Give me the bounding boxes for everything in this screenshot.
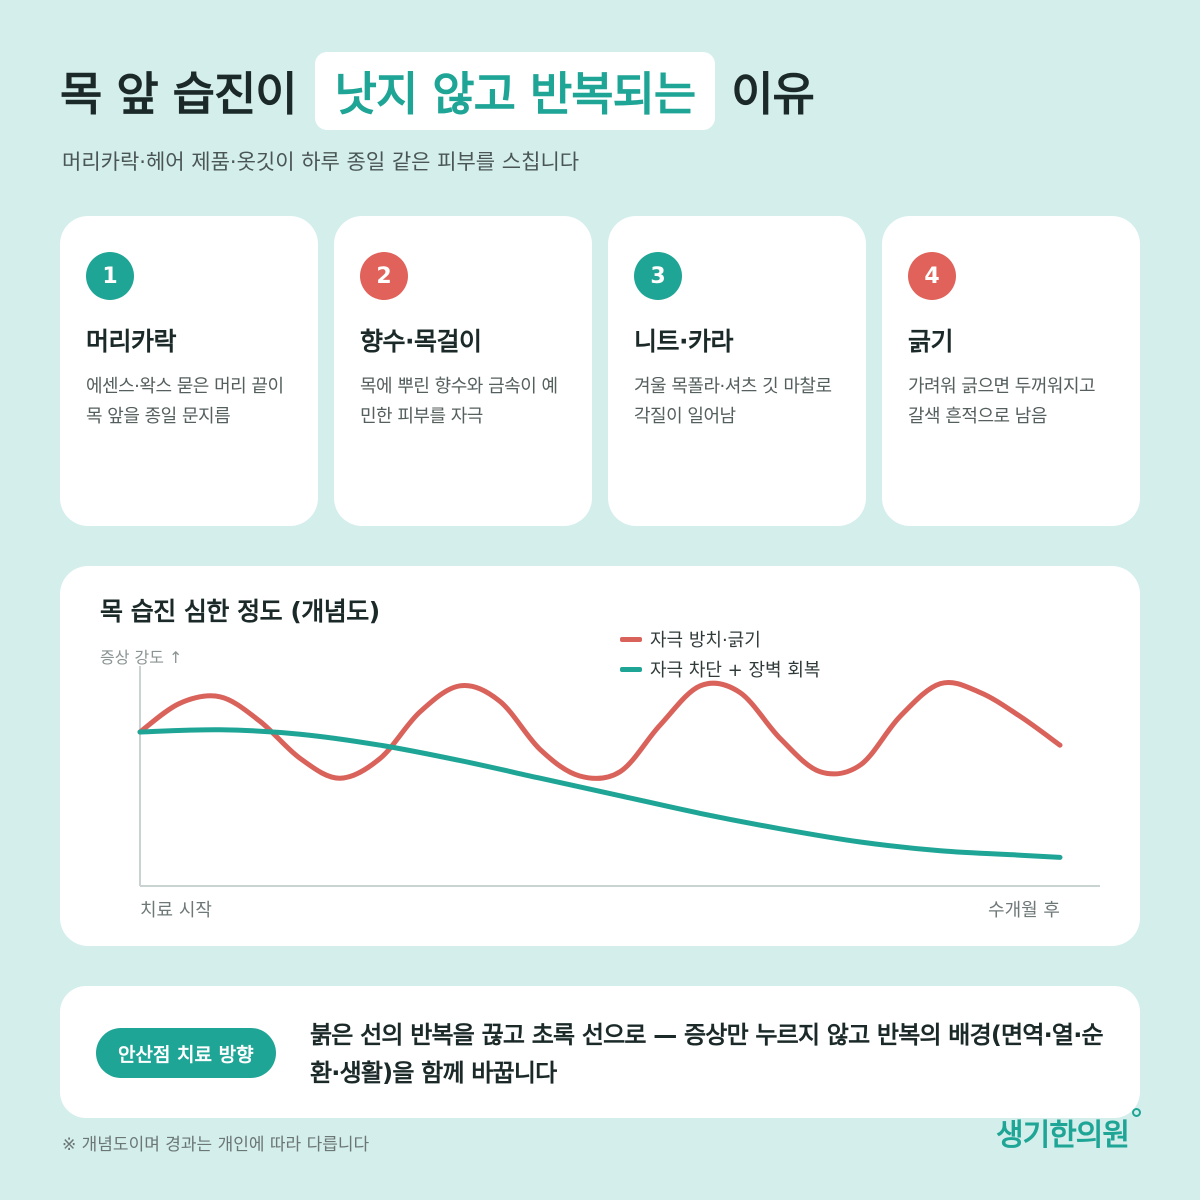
card-title: 긁기 [908, 327, 954, 356]
logo-dot-icon [1132, 1108, 1141, 1117]
card-description: 목에 뿌린 향수와 금속이 예민한 피부를 자극 [360, 376, 558, 427]
cause-card-2: 2 향수·목걸이 목에 뿌린 향수와 금속이 예민한 피부를 자극 [334, 216, 592, 526]
card-number-badge: 3 [634, 252, 682, 300]
series-layer [137, 680, 1063, 860]
legend-item-red: 자극 방치·긁기 [620, 624, 820, 654]
legend-swatch [620, 666, 642, 672]
card-number-badge: 4 [908, 252, 956, 300]
card-title: 향수·목걸이 [360, 327, 482, 356]
cause-card-3: 3 니트·카라 겨울 목폴라·셔츠 깃 마찰로 각질이 일어남 [608, 216, 866, 526]
card-description: 에센스·왁스 묻은 머리 끝이 목 앞을 종일 문지름 [86, 376, 284, 427]
chart-legend: 자극 방치·긁기 자극 차단 + 장벽 회복 [620, 624, 820, 684]
legend-swatch [620, 636, 642, 642]
title-pre: 목 앞 습진이 [60, 67, 298, 121]
line-chart [137, 666, 1100, 887]
chart-title: 목 습진 심한 정도 (개념도) [100, 597, 380, 626]
card-description: 가려워 긁으면 두꺼워지고 갈색 흔적으로 남음 [908, 376, 1096, 427]
page-title: 목 앞 습진이 낫지 않고 반복되는 이유 [60, 52, 815, 130]
treatment-direction-panel: 안산점 치료 방향 붉은 선의 반복을 끊고 초록 선으로 — 증상만 누르지 … [60, 986, 1140, 1118]
logo-text: 생기한의원 [996, 1118, 1130, 1153]
legend-item-teal: 자극 차단 + 장벽 회복 [620, 654, 820, 684]
x-axis-end-label: 수개월 후 [988, 900, 1060, 921]
legend-label: 자극 차단 + 장벽 회복 [650, 660, 821, 681]
card-title: 니트·카라 [634, 327, 734, 356]
title-post: 이유 [731, 67, 815, 121]
branch-badge: 안산점 치료 방향 [96, 1028, 276, 1078]
page-subtitle: 머리카락·헤어 제품·옷깃이 하루 종일 같은 피부를 스칩니다 [62, 150, 580, 174]
chart-panel: 목 습진 심한 정도 (개념도) 증상 강도 ↑ 치료 시작 수개월 후 자극 … [60, 566, 1140, 946]
y-axis-label: 증상 강도 ↑ [100, 648, 183, 667]
cause-card-1: 1 머리카락 에센스·왁스 묻은 머리 끝이 목 앞을 종일 문지름 [60, 216, 318, 526]
footnote: ※ 개념도이며 경과는 개인에 따라 다릅니다 [62, 1135, 370, 1155]
legend-label: 자극 방치·긁기 [650, 630, 761, 651]
x-axis-start-label: 치료 시작 [140, 900, 212, 921]
series-line-irritation-neglect [137, 680, 1063, 781]
cause-card-4: 4 긁기 가려워 긁으면 두꺼워지고 갈색 흔적으로 남음 [882, 216, 1140, 526]
card-description: 겨울 목폴라·셔츠 깃 마찰로 각질이 일어남 [634, 376, 832, 427]
card-number-badge: 1 [86, 252, 134, 300]
cause-cards: 1 머리카락 에센스·왁스 묻은 머리 끝이 목 앞을 종일 문지름 2 향수·… [60, 216, 1140, 526]
series-line-barrier-recovery [137, 727, 1063, 860]
clinic-logo: 생기한의원 [996, 1108, 1141, 1154]
card-number-badge: 2 [360, 252, 408, 300]
title-highlight: 낫지 않고 반복되는 [314, 52, 716, 130]
treatment-message: 붉은 선의 반복을 끊고 초록 선으로 — 증상만 누르지 않고 반복의 배경(… [310, 1021, 1104, 1087]
card-title: 머리카락 [86, 327, 177, 356]
